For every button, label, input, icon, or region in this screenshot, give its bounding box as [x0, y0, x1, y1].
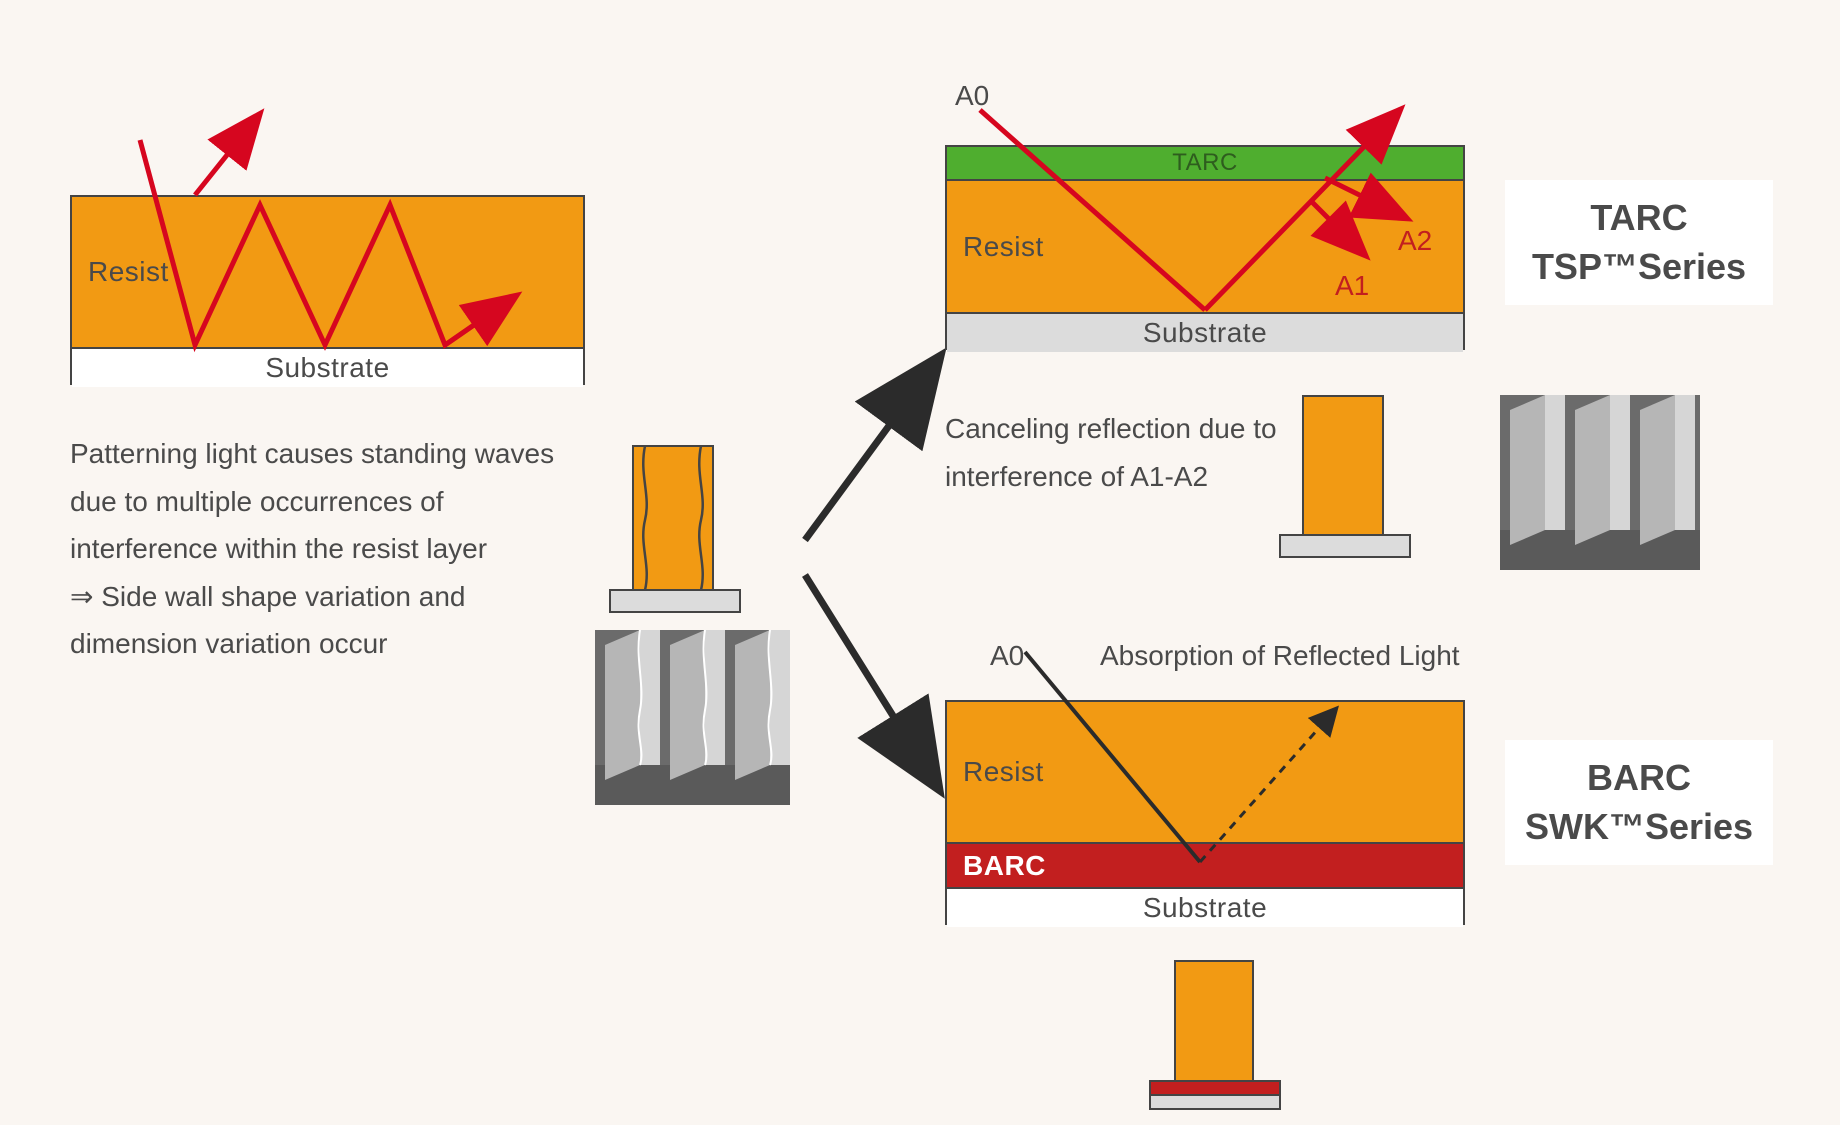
- tarc-series-line1: TARC: [1590, 197, 1687, 238]
- barc-series-line2: SWK™Series: [1525, 806, 1753, 847]
- barc-series-line1: BARC: [1587, 757, 1691, 798]
- barc-rays: [0, 0, 1500, 950]
- barc-series-label: BARC SWK™Series: [1505, 740, 1773, 865]
- tarc-series-label: TARC TSP™Series: [1505, 180, 1773, 305]
- sem-clean-icon: [1500, 395, 1700, 570]
- barc-pillar-icon: [1135, 955, 1295, 1125]
- tarc-series-line2: TSP™Series: [1532, 246, 1746, 287]
